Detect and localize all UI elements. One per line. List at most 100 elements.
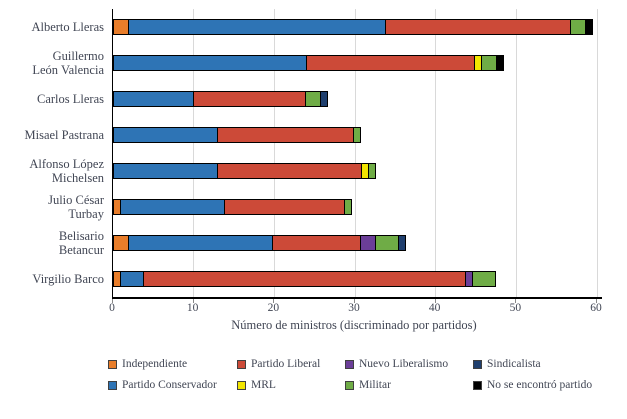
bar-segment (352, 127, 362, 143)
stacked-bar (113, 127, 362, 143)
x-tick-mark (192, 299, 194, 303)
y-axis-label: Belisario Betancur (0, 225, 104, 261)
bar-segment (385, 19, 571, 35)
y-axis-label-line: Guillermo (52, 49, 104, 63)
x-tick-label: 60 (590, 302, 602, 314)
bar-segment (128, 19, 387, 35)
legend-item: MRL (237, 379, 345, 391)
bar-segment (471, 271, 497, 287)
bar-segment (368, 163, 377, 179)
legend-label: MRL (251, 379, 276, 391)
legend-item: Nuevo Liberalismo (345, 358, 473, 370)
bar-row (113, 45, 505, 81)
bar-segment (304, 91, 321, 107)
bar-row (113, 81, 328, 117)
bar-row (113, 261, 497, 297)
gridline (596, 9, 598, 297)
legend-item: Partido Liberal (237, 358, 345, 370)
gridline (435, 9, 437, 297)
bar-segment (113, 163, 218, 179)
legend-item: Sindicalista (473, 358, 592, 370)
y-axis-label-line: Alfonso López (29, 157, 104, 171)
bar-segment (272, 235, 362, 251)
bar-segment (113, 19, 130, 35)
bar-segment (343, 199, 352, 215)
stacked-bar (113, 271, 497, 287)
y-axis-label-line: Michelsen (51, 171, 104, 185)
y-axis-label-line: Betancur (58, 243, 104, 257)
y-axis-label: Carlos Lleras (0, 81, 104, 117)
x-tick-label: 20 (267, 302, 280, 314)
x-tick-mark (112, 299, 113, 303)
x-tick-mark (273, 299, 275, 303)
y-axis-label: Julio César Turbay (0, 189, 104, 225)
x-tick-mark (354, 299, 355, 303)
bar-segment (305, 55, 475, 71)
x-tick-label: 0 (109, 302, 115, 314)
bar-segment (113, 127, 218, 143)
y-axis-label-line: Carlos Lleras (37, 92, 104, 106)
x-tick-mark (434, 299, 436, 303)
legend-label: Independiente (122, 358, 188, 370)
y-axis-label-line: León Valencia (32, 63, 104, 77)
y-axis-label: Misael Pastrana (0, 117, 105, 153)
bar-row (113, 189, 352, 225)
bar-segment (143, 271, 466, 287)
bar-segment (481, 55, 498, 71)
legend-label: Partido Liberal (251, 358, 321, 370)
bar-segment (120, 199, 225, 215)
gridline (273, 9, 275, 297)
bar-segment (360, 235, 377, 251)
legend-swatch-icon (345, 380, 354, 390)
legend-item: Independiente (108, 358, 237, 370)
bar-segment (192, 91, 306, 107)
bar-segment (113, 91, 194, 107)
gridline (354, 9, 356, 297)
legend-label: Nuevo Liberalismo (359, 358, 449, 370)
bar-segment (216, 163, 363, 179)
x-axis-title: Número de ministros (discriminado por pa… (231, 318, 477, 332)
y-axis-label-line: Misael Pastrana (24, 128, 105, 142)
x-tick-label: 30 (348, 302, 360, 314)
bar-segment (216, 127, 354, 143)
gridline (193, 9, 195, 297)
y-axis-labels: Alberto Lleras Guillermo León Valencia Carl… (0, 9, 105, 297)
legend-swatch-icon (237, 359, 246, 369)
y-axis-label: Alberto Lleras (0, 9, 104, 45)
legend-label: Sindicalista (487, 358, 541, 370)
x-tick-label: 50 (509, 302, 522, 314)
bar-segment (319, 91, 328, 107)
legend-swatch-icon (473, 380, 482, 390)
legend-label: No se encontró partido (487, 379, 593, 391)
x-tick-label: 10 (186, 302, 199, 314)
bar-row (113, 225, 407, 261)
bar-segment (398, 235, 407, 251)
legend-item: No se encontró partido (473, 379, 592, 391)
bar-segment (569, 19, 586, 35)
legend-label: Partido Conservador (122, 379, 217, 391)
legend-swatch-icon (237, 380, 246, 390)
stacked-bar (113, 199, 352, 215)
y-axis-label: Virgilio Barco (0, 261, 104, 297)
legend-swatch-icon (108, 359, 117, 369)
x-tick-mark (596, 299, 597, 303)
stacked-bar (113, 235, 407, 251)
bar-segment (223, 199, 345, 215)
bar-row (113, 153, 377, 189)
x-tick-mark (515, 299, 517, 303)
stacked-bar (113, 19, 593, 35)
y-axis-label: Alfonso López Michelsen (0, 153, 104, 189)
y-axis-label-line: Julio César (48, 193, 104, 207)
y-axis-label-line: Virgilio Barco (32, 272, 104, 286)
legend-item: Militar (345, 379, 473, 391)
bar-segment (113, 55, 307, 71)
legend-swatch-icon (108, 380, 117, 390)
gridline (515, 9, 517, 297)
bar-segment (584, 19, 593, 35)
bar-segment (128, 235, 274, 251)
bar-segment (113, 235, 130, 251)
legend-swatch-icon (473, 359, 482, 369)
y-axis-label-line: Alberto Lleras (31, 20, 104, 34)
y-axis-label-line: Turbay (68, 207, 104, 221)
